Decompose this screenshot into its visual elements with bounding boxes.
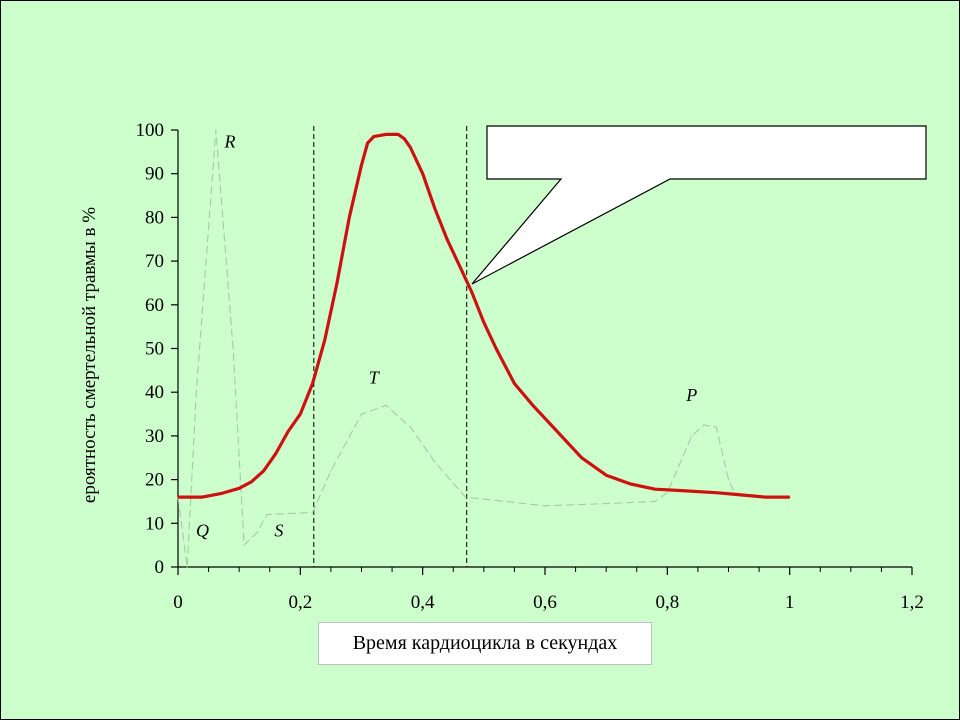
series-point [287,430,289,433]
series-point [195,391,197,393]
series-point [679,489,681,492]
series-point [324,339,326,341]
series-point [409,426,411,428]
series-point [250,481,252,483]
series-point [367,142,369,144]
series-point [348,216,350,218]
x-tick-label: 0,2 [288,592,312,613]
series-line-ecg [177,129,747,568]
series-point [312,382,314,385]
series-point [605,503,607,505]
wave-label-r: R [223,131,235,151]
x-tick-label: 0,8 [655,592,679,613]
series-point [532,404,534,406]
y-tick-label: 100 [136,120,165,141]
series-point [409,146,411,149]
series-point [360,413,363,415]
series-point [434,461,436,463]
series-point [446,238,448,240]
series-point [544,505,546,507]
series-point [232,347,234,350]
series-point [403,138,405,140]
series-point [727,479,730,481]
series-point [654,500,656,502]
series-point [238,487,240,489]
series-point [789,496,791,498]
y-axis-title: ероятность смертельной травмы в % [79,207,100,503]
x-tick-label: 1,2 [900,592,924,613]
series-point [256,531,259,533]
wave-label-q: Q [196,520,209,540]
series-point [556,430,558,433]
x-tick-label: 1 [785,592,795,613]
wave-label-p: P [685,385,697,405]
wave-label-t: T [369,367,381,387]
wave-label-s: S [274,520,283,540]
x-tick-label: 0 [173,592,183,613]
series-point [397,133,399,135]
series-point [186,566,188,568]
series-point [299,413,301,415]
y-tick-label: 60 [145,295,164,316]
y-tick-label: 0 [155,557,165,578]
y-tick-label: 20 [145,470,164,491]
series-point [220,493,222,495]
series-point [422,173,424,175]
series-point [385,404,387,406]
series-point [513,382,516,385]
y-tick-label: 70 [145,251,164,272]
series-line-probability [178,132,790,499]
x-axis-title: Время кардиоцикла в секундах [352,632,618,654]
series-point [605,474,607,476]
series-point [483,321,485,323]
series-point [243,544,245,546]
series-point [715,426,717,428]
series-point [630,483,632,485]
series-point [215,129,217,131]
y-tick-label: 80 [145,207,164,228]
y-tick-label: 10 [145,513,164,534]
series-point [336,282,338,284]
y-tick-label: 40 [145,382,164,403]
series-point [360,164,363,166]
x-axis-title-box: Время кардиоцикла в секундах [318,622,652,665]
series-point [581,457,583,459]
series-point [201,496,204,498]
series-point [666,492,668,494]
series-point [275,452,277,454]
series-point [263,470,265,472]
series-point [330,470,332,472]
series-point [495,347,497,350]
y-tick-label: 50 [145,339,164,360]
callout-box [471,125,927,285]
series-point [312,511,314,513]
series-point [177,496,179,498]
series-point [703,424,705,426]
series-point [715,492,717,494]
series-point [764,496,766,498]
series-point [434,208,436,210]
series-point [740,494,742,496]
series-point [654,488,656,490]
series-point [464,496,467,498]
series-point [385,133,387,135]
x-tick-label: 0,4 [411,592,435,613]
y-tick-label: 30 [145,426,164,447]
series-point [691,435,693,437]
series-point [266,514,268,516]
series-point [373,136,375,138]
series-point [471,291,473,293]
y-tick-label: 90 [145,164,164,185]
series-point [458,264,460,267]
x-tick-label: 0,6 [533,592,557,613]
